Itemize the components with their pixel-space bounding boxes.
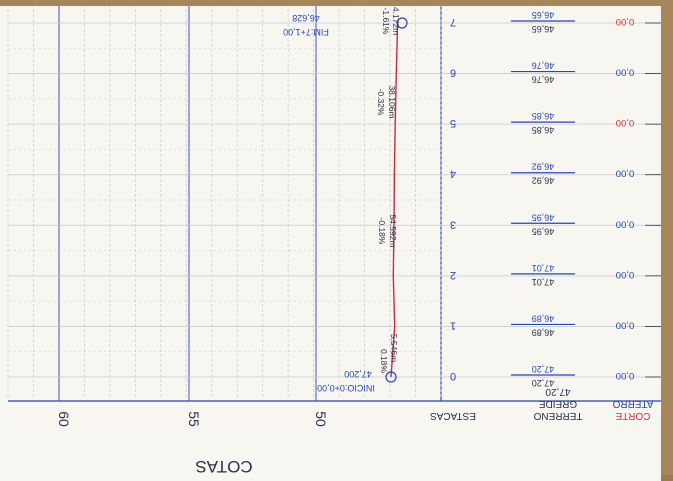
station-cut-fill-7: 0,00 [616, 16, 635, 27]
segment-3-grade: -1.61% [381, 8, 391, 35]
end-annotation-elevation: 46,628 [292, 13, 320, 23]
elevation-tick-50: 50 [313, 411, 329, 427]
row-label-greide-value: 47,20 [545, 386, 570, 397]
station-terreno-5: 46,85 [532, 125, 555, 135]
end-marker [396, 17, 408, 29]
station-terreno-3: 46,95 [532, 226, 555, 236]
station-cut-fill-5: 0,00 [616, 117, 635, 128]
station-label-5: 5 [450, 117, 456, 129]
axis-title: COTAS [195, 457, 252, 476]
station-greide-6: 46,76 [532, 61, 555, 71]
station-cut-fill-1: 0,00 [616, 319, 635, 330]
station-terreno-0: 47,20 [532, 378, 555, 388]
station-terreno-7: 46,65 [532, 24, 555, 34]
row-label-terreno: TERRENO [533, 410, 582, 421]
station-label-0: 0 [450, 370, 456, 382]
segment-0-length: 5.546m [389, 334, 399, 362]
start-marker [385, 371, 397, 383]
station-terreno-4: 46,92 [532, 176, 555, 186]
station-label-2: 2 [450, 269, 456, 281]
station-label-6: 6 [450, 67, 456, 79]
station-terreno-2: 47,01 [532, 277, 555, 287]
elevation-tick-55: 55 [186, 411, 202, 427]
station-cut-fill-0: 0,00 [616, 370, 635, 381]
segment-0-grade: 0.18% [379, 349, 389, 374]
station-cut-fill-6: 0,00 [616, 67, 635, 78]
segment-2-grade: -0.32% [376, 89, 386, 116]
segment-1-length: 54.592m [388, 214, 398, 247]
end-annotation-station: FIM:7+1,00 [283, 27, 329, 37]
station-terreno-6: 46,76 [532, 75, 555, 85]
segment-2-length: 38.106m [387, 85, 397, 118]
station-label-7: 7 [450, 16, 456, 28]
station-greide-0: 47,20 [532, 364, 555, 374]
station-greide-2: 47,01 [532, 263, 555, 273]
row-label-aterro: ATERRO [612, 398, 653, 409]
segment-3-length: 4.172m [391, 7, 401, 35]
elevation-tick-60: 60 [56, 411, 72, 427]
station-greide-4: 46,92 [532, 162, 555, 172]
profile-line [390, 22, 399, 378]
station-label-1: 1 [450, 319, 456, 331]
station-greide-3: 46,95 [532, 212, 555, 222]
start-annotation-elevation: 47,200 [344, 369, 372, 379]
station-cut-fill-3: 0,00 [616, 218, 635, 229]
station-greide-1: 46,89 [532, 313, 555, 323]
segment-1-grade: -0.18% [377, 218, 387, 245]
station-greide-5: 46,85 [532, 111, 555, 121]
station-label-3: 3 [450, 218, 456, 230]
station-cut-fill-4: 0,00 [616, 168, 635, 179]
row-label-greide: GREIDE [539, 398, 578, 409]
row-label-estacas: ESTACAS [430, 410, 476, 421]
station-greide-7: 46,65 [532, 10, 555, 20]
station-cut-fill-2: 0,00 [616, 269, 635, 280]
row-label-corte: CORTE [615, 410, 650, 421]
stations-layer: 0 47,20 47,20 0,00 1 46,89 46,89 0,00 2 47,01 47,0… [450, 10, 661, 388]
station-terreno-1: 46,89 [532, 327, 555, 337]
station-label-4: 4 [450, 168, 456, 180]
profile-grid [7, 6, 661, 402]
start-annotation-station: INICIO:0+0,00 [317, 383, 375, 393]
